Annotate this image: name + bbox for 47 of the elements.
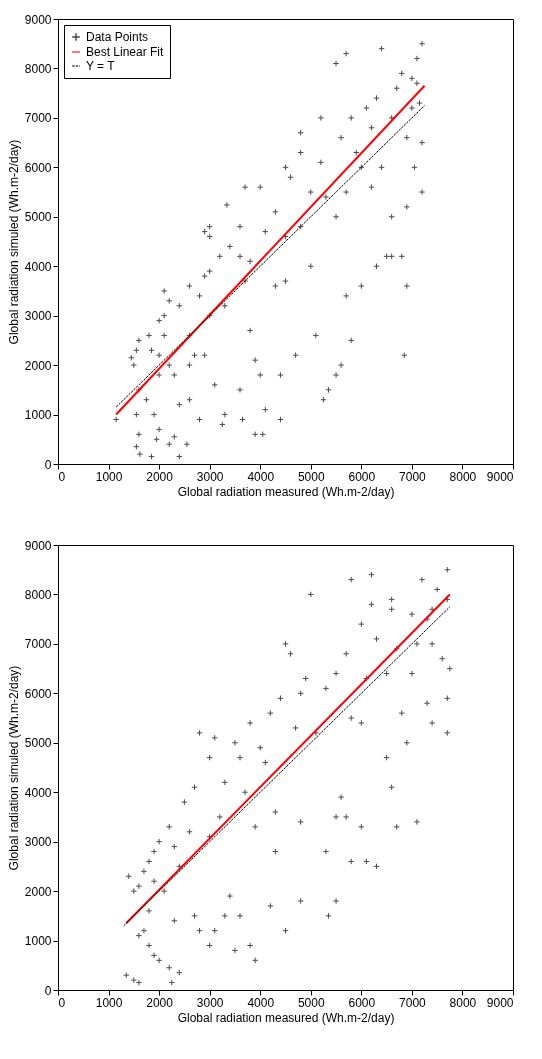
- x-tick-label: 2000: [146, 995, 174, 1010]
- y-tick-label: 6000: [24, 686, 52, 701]
- x-tick-label: 0: [58, 469, 66, 484]
- y-tick-label: 1000: [24, 934, 52, 949]
- x-tick-label: 8000: [449, 995, 477, 1010]
- y-tick-label: 3000: [24, 309, 52, 324]
- y-tick-label: 2000: [24, 358, 52, 373]
- x-tick-label: 6000: [348, 469, 376, 484]
- y-tick-label: 7000: [24, 637, 52, 652]
- y-axis-title: Global radiation simuled (Wh.m-2/day): [6, 665, 21, 871]
- y-tick-label: 0: [44, 983, 52, 998]
- legend-label: Best Linear Fit: [86, 45, 165, 59]
- legend-label: Y = T: [86, 59, 116, 73]
- x-tick-label: 7000: [399, 995, 427, 1010]
- y-tick-label: 4000: [24, 259, 52, 274]
- y-tick-label: 5000: [24, 736, 52, 751]
- x-tick-label: 1000: [95, 995, 123, 1010]
- x-tick-label: 1000: [95, 469, 123, 484]
- y-axis-title: Global radiation simuled (Wh.m-2/day): [6, 139, 21, 345]
- y-tick-label: 4000: [24, 785, 52, 800]
- y-tick-label: 9000: [24, 538, 52, 553]
- x-axis-title: Global radiation measured (Wh.m-2/day): [177, 1010, 395, 1025]
- x-tick-label: 8000: [449, 469, 477, 484]
- y-tick-label: 3000: [24, 835, 52, 850]
- y-tick-label: 8000: [24, 587, 52, 602]
- legend-label: Data Points: [86, 30, 149, 44]
- y-tick-label: 0: [44, 457, 52, 472]
- x-tick-label: 4000: [247, 995, 275, 1010]
- x-tick-label: 5000: [297, 469, 325, 484]
- x-tick-label: 3000: [196, 995, 224, 1010]
- y-tick-label: 8000: [24, 61, 52, 76]
- y-tick-label: 2000: [24, 884, 52, 899]
- x-tick-label: 0: [58, 995, 66, 1010]
- x-tick-label: 7000: [399, 469, 427, 484]
- x-tick-label: 9000: [486, 469, 514, 484]
- y-tick-label: 7000: [24, 111, 52, 126]
- y-tick-label: 1000: [24, 408, 52, 423]
- x-tick-label: 4000: [247, 469, 275, 484]
- y-tick-label: 5000: [24, 210, 52, 225]
- x-tick-label: 9000: [486, 995, 514, 1010]
- x-tick-label: 5000: [297, 995, 325, 1010]
- y-tick-label: 9000: [24, 12, 52, 27]
- x-axis-title: Global radiation measured (Wh.m-2/day): [177, 484, 395, 499]
- x-tick-label: 3000: [196, 469, 224, 484]
- x-tick-label: 2000: [146, 469, 174, 484]
- y-tick-label: 6000: [24, 160, 52, 175]
- x-tick-label: 6000: [348, 995, 376, 1010]
